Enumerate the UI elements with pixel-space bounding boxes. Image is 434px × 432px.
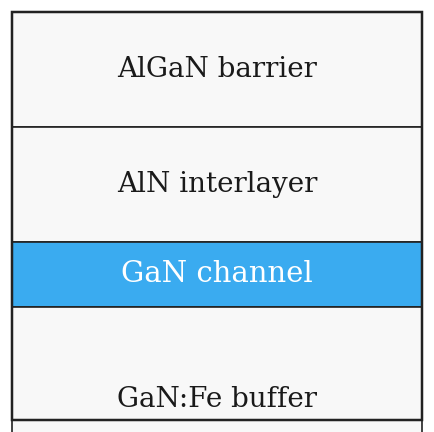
Bar [12,307,422,432]
Bar [12,242,422,307]
Text: AlGaN barrier: AlGaN barrier [117,56,317,83]
Bar [12,127,422,242]
Text: GaN:Fe buffer: GaN:Fe buffer [117,386,317,413]
Text: AlN interlayer: AlN interlayer [117,171,317,198]
Bar [12,12,422,127]
Text: GaN channel: GaN channel [121,260,313,289]
